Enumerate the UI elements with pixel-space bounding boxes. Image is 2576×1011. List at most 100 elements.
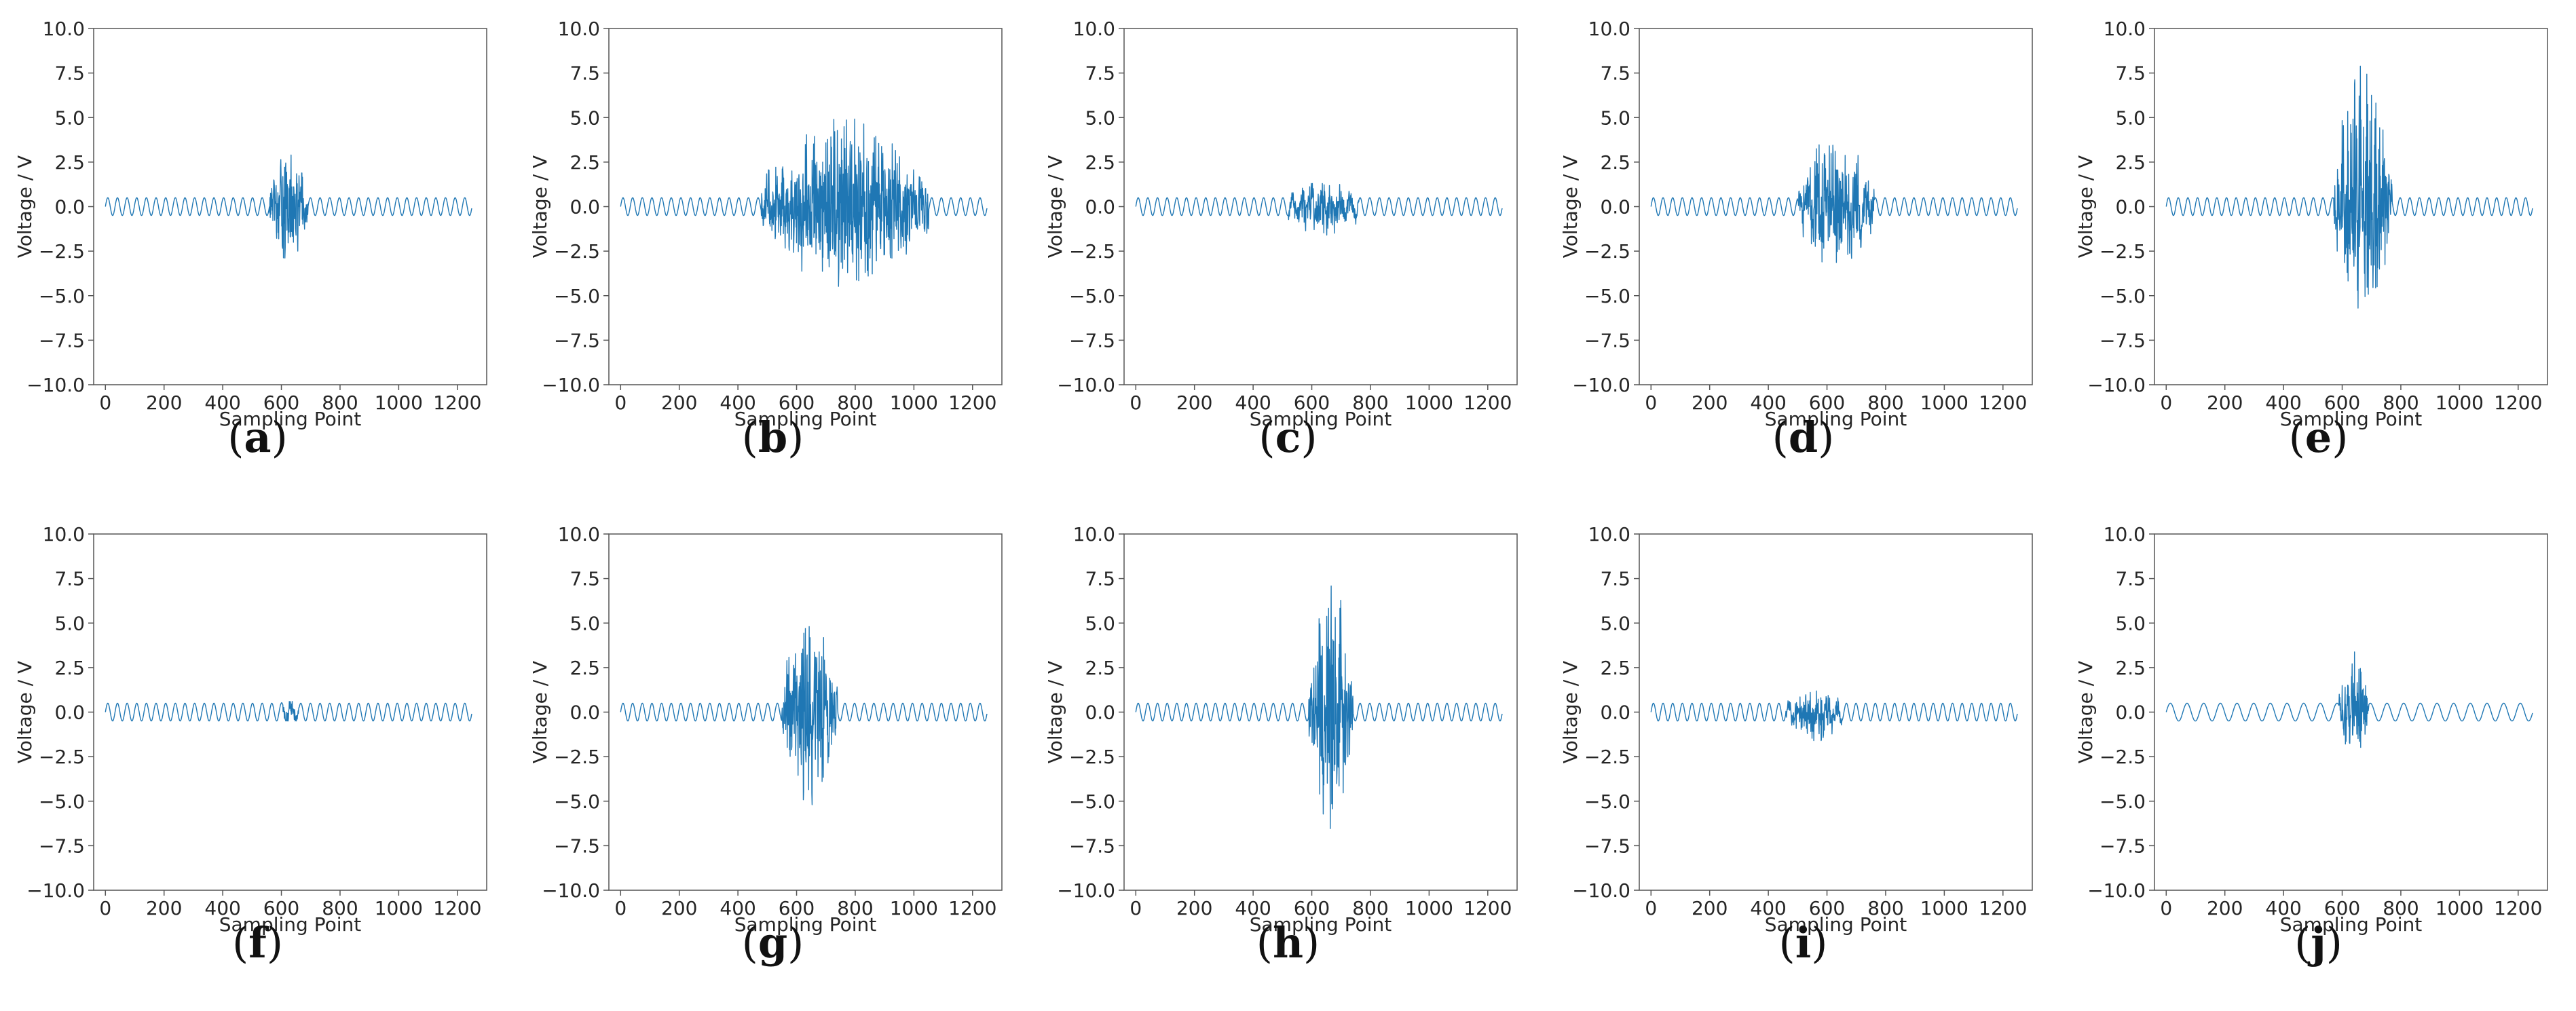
caption-letter: b: [758, 413, 788, 462]
x-axis-label: Sampling Point: [219, 408, 362, 430]
y-tick-label: 7.5: [1085, 62, 1115, 85]
chart-panel-b: 10.0 7.5 5.0 2.5 0.0 −2.5 −5.0 −7.5 −10.0 0 200 400…: [515, 0, 1030, 506]
y-tick-label: −2.5: [39, 746, 85, 768]
signal-series-b: [620, 118, 988, 287]
y-tick-label: 2.5: [1600, 657, 1630, 679]
y-axis-label: Voltage / V: [1044, 661, 1066, 763]
x-tick-label: 400: [1235, 392, 1271, 414]
y-tick-label: 5.0: [570, 107, 600, 129]
y-tick-label: 0.0: [570, 196, 600, 218]
x-tick-label: 1200: [2494, 392, 2542, 414]
caption-close-paren: ): [271, 413, 288, 462]
x-tick-label: 1200: [1979, 897, 2027, 919]
y-axis-label: Voltage / V: [2074, 661, 2097, 763]
caption-letter: e: [2304, 413, 2332, 462]
caption-letter: j: [2311, 918, 2326, 968]
x-tick-label: 400: [1235, 897, 1271, 919]
y-tick-label: 5.0: [570, 612, 600, 634]
y-tick-label: 5.0: [2115, 612, 2146, 634]
x-tick-label: 600: [1809, 392, 1845, 414]
y-tick-label: −10.0: [2087, 374, 2146, 396]
x-tick-label: 600: [263, 392, 299, 414]
y-tick-label: −5.0: [1069, 790, 1115, 813]
x-tick-label: 1200: [433, 897, 481, 919]
chart-svg-i: 10.0 7.5 5.0 2.5 0.0 −2.5 −5.0 −7.5 −10.0 0 200 400…: [1559, 523, 2033, 936]
x-tick-label: 400: [720, 897, 755, 919]
chart-panel-i: 10.0 7.5 5.0 2.5 0.0 −2.5 −5.0 −7.5 −10.0 0 200 400…: [1546, 506, 2061, 1011]
plot-frame: [93, 533, 487, 891]
caption-close-paren: ): [1811, 918, 1828, 968]
caption-close-paren: ): [787, 413, 804, 462]
y-tick-label: −7.5: [1069, 835, 1115, 857]
panel-caption: (c): [1030, 413, 1546, 462]
y-tick-label: 0.0: [1600, 196, 1630, 218]
x-tick-label: 600: [2324, 897, 2360, 919]
x-tick-label: 400: [2265, 392, 2301, 414]
x-tick-label: 1000: [2435, 897, 2484, 919]
chart-svg-j: 10.0 7.5 5.0 2.5 0.0 −2.5 −5.0 −7.5 −10.0 0 200 400…: [2074, 523, 2548, 936]
caption-letter: i: [1795, 918, 1812, 968]
x-tick-label: 200: [2207, 392, 2243, 414]
y-tick-label: 2.5: [2115, 657, 2146, 679]
chart-panel-f: 10.0 7.5 5.0 2.5 0.0 −2.5 −5.0 −7.5 −10.0 0 200 400…: [0, 506, 515, 1011]
x-tick-label: 200: [1692, 392, 1728, 414]
caption-close-paren: ): [1301, 413, 1318, 462]
y-tick-label: −7.5: [1584, 329, 1630, 351]
x-axis-label: Sampling Point: [734, 913, 877, 936]
x-axis-label: Sampling Point: [1250, 408, 1392, 430]
y-axis-label: Voltage / V: [2074, 155, 2097, 258]
x-tick-label: 800: [1867, 897, 1903, 919]
x-tick-label: 200: [1176, 392, 1212, 414]
x-tick-label: 800: [322, 392, 358, 414]
x-tick-label: 1200: [2494, 897, 2542, 919]
signal-series-g: [620, 626, 988, 805]
y-tick-label: 0.0: [2115, 702, 2146, 724]
y-tick-label: −7.5: [2099, 329, 2146, 351]
panel-caption: (b): [515, 413, 1030, 462]
x-tick-label: 1200: [1463, 897, 1512, 919]
y-tick-label: 10.0: [1588, 523, 1630, 546]
chart-panel-c: 10.0 7.5 5.0 2.5 0.0 −2.5 −5.0 −7.5 −10.0 0 200 400…: [1030, 0, 1546, 506]
x-tick-label: 200: [1176, 897, 1212, 919]
y-tick-label: −2.5: [1069, 746, 1115, 768]
y-tick-label: 10.0: [558, 523, 600, 546]
x-tick-label: 800: [837, 392, 873, 414]
y-tick-label: −7.5: [1584, 835, 1630, 857]
caption-letter: h: [1272, 918, 1304, 968]
caption-close-paren: ): [2326, 918, 2342, 968]
y-tick-label: −10.0: [2087, 879, 2146, 902]
y-tick-label: −5.0: [39, 285, 85, 307]
y-tick-label: −10.0: [1572, 374, 1630, 396]
y-tick-label: 5.0: [1085, 107, 1115, 129]
y-tick-label: 0.0: [54, 702, 85, 724]
y-tick-label: 2.5: [570, 151, 600, 174]
y-tick-label: −2.5: [1584, 746, 1630, 768]
y-tick-label: −7.5: [554, 329, 600, 351]
y-tick-label: 10.0: [2104, 18, 2146, 40]
y-tick-label: −5.0: [554, 790, 600, 813]
x-axis-label: Sampling Point: [1765, 408, 1907, 430]
x-tick-label: 200: [661, 897, 697, 919]
x-tick-label: 1200: [433, 392, 481, 414]
y-tick-label: −7.5: [554, 835, 600, 857]
y-tick-label: 7.5: [54, 568, 85, 590]
panel-caption: (i): [1546, 918, 2061, 968]
caption-open-paren: (: [227, 413, 244, 462]
x-tick-label: 0: [2160, 897, 2172, 919]
x-tick-label: 800: [2383, 392, 2419, 414]
x-tick-label: 400: [720, 392, 755, 414]
y-tick-label: −10.0: [1057, 879, 1115, 902]
x-axis-label: Sampling Point: [734, 408, 877, 430]
chart-svg-h: 10.0 7.5 5.0 2.5 0.0 −2.5 −5.0 −7.5 −10.0 0 200 400…: [1044, 523, 1518, 936]
y-axis-label: Voltage / V: [14, 661, 36, 763]
y-tick-label: −5.0: [1069, 285, 1115, 307]
x-tick-label: 800: [1867, 392, 1903, 414]
x-tick-label: 400: [204, 897, 240, 919]
y-tick-label: 5.0: [2115, 107, 2146, 129]
y-tick-label: 7.5: [570, 568, 600, 590]
chart-svg-d: 10.0 7.5 5.0 2.5 0.0 −2.5 −5.0 −7.5 −10.0 0 200 400…: [1559, 18, 2033, 430]
x-tick-label: 0: [2160, 392, 2172, 414]
x-tick-label: 800: [1352, 897, 1388, 919]
x-tick-label: 0: [614, 897, 627, 919]
chart-svg-f: 10.0 7.5 5.0 2.5 0.0 −2.5 −5.0 −7.5 −10.0 0 200 400…: [14, 523, 487, 936]
